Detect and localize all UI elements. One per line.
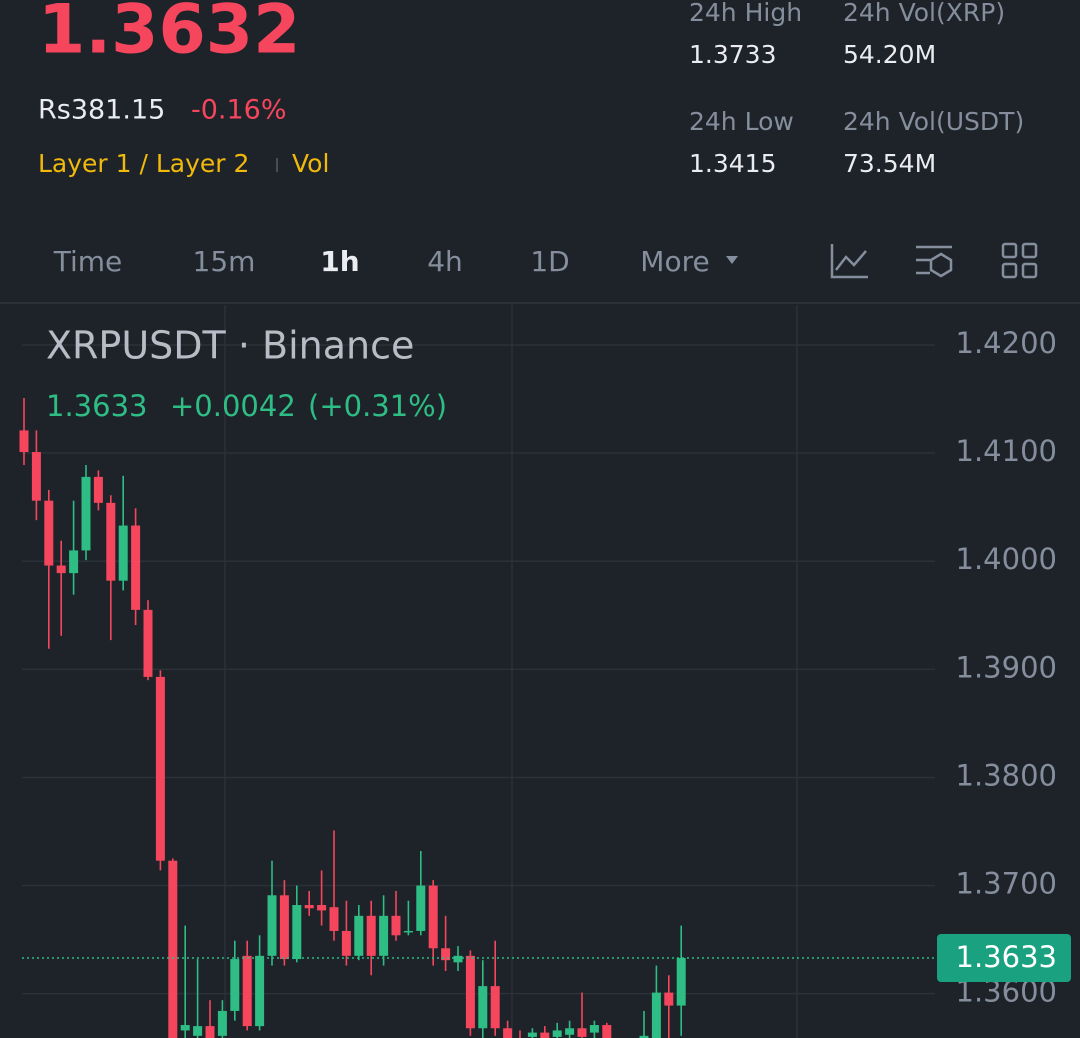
candle-body (292, 905, 302, 960)
candle-body (416, 885, 426, 931)
tab[interactable]: More (640, 245, 709, 278)
last-price-box (937, 933, 1071, 982)
candle-body (155, 676, 165, 861)
last-price: 1.3632 (38, 0, 300, 70)
y-tick-label: 1.4000 (956, 542, 1057, 576)
candle-body (143, 609, 153, 677)
tag: Vol (292, 149, 329, 178)
candle-body (465, 955, 475, 1029)
chart-title: XRPUSDT · Binance (46, 324, 414, 368)
separator (0, 302, 1080, 304)
candle-body (69, 550, 79, 574)
candle-body (453, 955, 463, 963)
tab[interactable]: 15m (193, 245, 256, 278)
y-tick-label: 1.4100 (956, 434, 1057, 468)
candle-body (565, 1028, 575, 1035)
candle-body (602, 1025, 612, 1038)
tab[interactable]: 1D (530, 245, 569, 278)
stat-value: 1.3733 (689, 40, 776, 69)
candle-body (329, 907, 339, 931)
candle-body (131, 525, 141, 610)
candle-body (93, 476, 103, 503)
candle-body (664, 992, 674, 1006)
candle-body (279, 895, 289, 960)
candle-body (428, 885, 438, 949)
dropdown-arrow (726, 256, 738, 264)
candle-body (168, 860, 178, 1038)
candle-body (490, 986, 500, 1029)
candle-body (639, 1035, 649, 1038)
candle-body (577, 1028, 587, 1037)
candle-body (304, 905, 314, 909)
y-tick-label: 1.3900 (956, 650, 1057, 684)
toolbar-icons (830, 242, 1038, 279)
candle-body (56, 565, 66, 574)
candle-body (193, 1026, 203, 1036)
y-tick-label: 1.3800 (956, 758, 1057, 792)
candle-body (255, 955, 265, 1027)
last-price-label: 1.3633 (956, 940, 1057, 974)
fiat-price: Rs381.15 (38, 95, 165, 126)
candle-body (317, 905, 327, 911)
indicator-icon[interactable] (830, 244, 868, 279)
candle-body (478, 986, 488, 1029)
legend-change: +0.0042 (170, 389, 296, 423)
stat-label: 24h Vol(USDT) (843, 107, 1024, 136)
candle-body (552, 1030, 562, 1037)
candle-body (267, 895, 277, 956)
candle-body (217, 1010, 227, 1036)
stat-value: 54.20M (843, 40, 936, 69)
candle-body (31, 452, 41, 501)
candle-body (676, 957, 686, 1006)
candle-body (503, 1028, 513, 1038)
candle-body (180, 1025, 190, 1031)
candles (19, 397, 686, 1038)
y-tick-label: 1.3700 (956, 867, 1057, 901)
stat-label: 24h Vol(XRP) (843, 0, 1005, 27)
candle-body (366, 915, 376, 956)
tab[interactable]: Time (53, 245, 123, 278)
candle-body (391, 915, 401, 936)
candle-body (651, 992, 661, 1038)
legend-change-pct: (+0.31%) (308, 389, 447, 423)
stat-value: 73.54M (843, 149, 936, 178)
tab-bar: Time 15m 1h 4h 1D More (53, 245, 710, 278)
candle-body (540, 1032, 550, 1038)
candle-body (589, 1025, 599, 1033)
stat-label: 24h High (689, 0, 802, 27)
candle-body (527, 1032, 537, 1037)
candle-body (242, 955, 252, 1027)
layout-icon[interactable] (1001, 242, 1018, 259)
candle-body (205, 1026, 215, 1038)
price-axis: 1.4200 1.4100 1.4000 1.3900 1.3800 1.3700 1.36… (22, 326, 1071, 1009)
stat-label: 24h Low (689, 107, 794, 136)
candle-body (19, 430, 29, 453)
layout-icon (1021, 242, 1038, 259)
vertical-grid (224, 305, 798, 1038)
layout-icon (1001, 262, 1018, 279)
candle-body (230, 959, 240, 1011)
candle-body (118, 525, 128, 581)
tab[interactable]: 1h (320, 245, 359, 278)
candle-body (354, 915, 364, 956)
settings-icon[interactable] (916, 245, 953, 278)
stat-value: 1.3415 (689, 149, 776, 178)
candle-body (81, 476, 91, 551)
change: -0.16% (191, 95, 287, 126)
divider (276, 158, 278, 172)
candle-body (44, 500, 54, 566)
legend-price: 1.3633 (46, 389, 147, 423)
layout-icon (1021, 262, 1038, 279)
y-tick-label: 1.4200 (956, 326, 1057, 360)
candle-body (379, 915, 389, 956)
tag: Layer 1 / Layer 2 (38, 149, 249, 178)
tab[interactable]: 4h (427, 245, 463, 278)
candle-body (441, 948, 451, 961)
candle-body (341, 930, 351, 956)
candle-body (403, 930, 413, 933)
candle-body (106, 502, 116, 581)
